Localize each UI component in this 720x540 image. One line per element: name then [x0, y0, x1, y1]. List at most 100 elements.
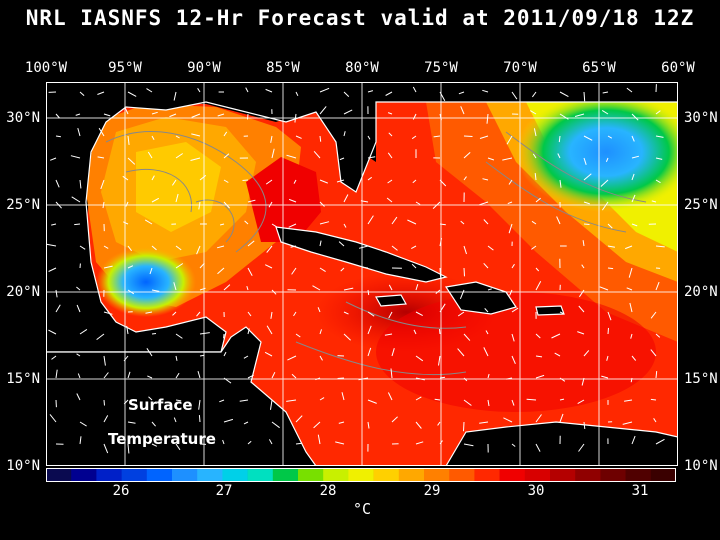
current-vector [264, 264, 273, 269]
current-vector [338, 241, 345, 247]
current-vector [511, 307, 519, 313]
contour-lines [105, 131, 647, 376]
current-vector [486, 113, 489, 124]
current-vector [243, 421, 249, 425]
current-vector [103, 415, 109, 423]
current-vector [173, 417, 177, 423]
current-vector [223, 179, 229, 183]
current-vector [558, 135, 561, 143]
current-vector [482, 178, 489, 181]
current-vector [650, 398, 657, 401]
current-vector [624, 399, 633, 402]
current-vector [317, 307, 321, 313]
current-vector [487, 399, 490, 407]
lat-label: 25°N [6, 197, 40, 213]
current-vector [559, 413, 564, 423]
current-vector [367, 135, 371, 140]
current-vector [583, 223, 590, 225]
current-vector [602, 91, 609, 94]
colorbar-swatch [650, 468, 676, 482]
current-vector [574, 113, 585, 117]
current-vector [433, 135, 441, 138]
current-vector [146, 348, 153, 357]
current-vector [247, 311, 252, 317]
lat-label: 15°N [6, 371, 40, 387]
current-vector [291, 267, 297, 275]
current-vector [247, 240, 255, 247]
current-vector [247, 267, 253, 276]
current-vector [199, 287, 206, 291]
current-vector [169, 113, 177, 118]
current-vector [247, 374, 254, 379]
colorbar-swatch [172, 468, 198, 482]
current-vector [439, 329, 441, 335]
current-vector [535, 443, 541, 452]
lon-label: 80°W [345, 60, 379, 76]
current-vector [147, 375, 153, 379]
current-vector [655, 245, 665, 248]
lon-label: 90°W [187, 60, 221, 76]
current-vector [175, 333, 183, 339]
current-vector [463, 152, 471, 159]
current-vector [463, 135, 473, 137]
temperature-map [46, 82, 678, 466]
current-vector [79, 328, 88, 335]
current-vector [264, 351, 273, 357]
current-vector [49, 414, 57, 423]
current-vector [415, 311, 423, 317]
current-vector [223, 418, 234, 423]
current-vector [319, 87, 330, 93]
current-vector [338, 421, 345, 424]
current-vector [271, 148, 275, 159]
current-vector [655, 281, 660, 291]
current-vector [390, 368, 393, 379]
current-vector [407, 219, 417, 225]
current-vector [583, 173, 592, 181]
current-vector [605, 157, 609, 162]
current-vector [244, 220, 249, 225]
current-vector [197, 88, 201, 93]
current-vector [75, 113, 81, 116]
current-vector [653, 418, 657, 423]
current-vector [71, 196, 81, 203]
jamaica-land [375, 294, 407, 307]
current-vector [459, 289, 465, 299]
current-vector [151, 289, 160, 292]
current-vector [626, 287, 633, 291]
current-vector [655, 371, 658, 379]
current-vector [577, 331, 585, 335]
colorbar-swatch [146, 468, 173, 482]
current-vector [508, 179, 513, 185]
current-vector [148, 396, 153, 401]
colorbar-swatch [348, 468, 374, 482]
current-vector [415, 441, 424, 445]
current-vector [367, 90, 374, 93]
current-vector [103, 113, 111, 117]
current-vector [199, 332, 210, 335]
current-vector [559, 91, 569, 98]
current-vector [127, 443, 130, 454]
lat-label: 25°N [684, 197, 718, 213]
current-vector [607, 267, 614, 270]
current-vector [313, 150, 321, 159]
colorbar-swatch [71, 468, 97, 482]
colorbar-swatch [46, 468, 72, 482]
current-vector [655, 179, 661, 184]
current-vector [551, 333, 561, 339]
current-vector [556, 216, 561, 225]
current-vector [479, 135, 489, 139]
current-vector [535, 414, 542, 423]
current-vector [503, 417, 513, 423]
current-vector [607, 311, 612, 321]
current-vector [55, 369, 58, 379]
current-vector [151, 245, 157, 251]
current-vector [415, 201, 421, 205]
current-vector [367, 176, 372, 181]
current-vector [385, 91, 393, 96]
current-vector [77, 373, 81, 379]
current-vector [103, 443, 109, 454]
current-vector [151, 175, 155, 181]
current-vector [559, 398, 565, 401]
current-vector [243, 355, 249, 359]
current-vector [100, 179, 105, 190]
